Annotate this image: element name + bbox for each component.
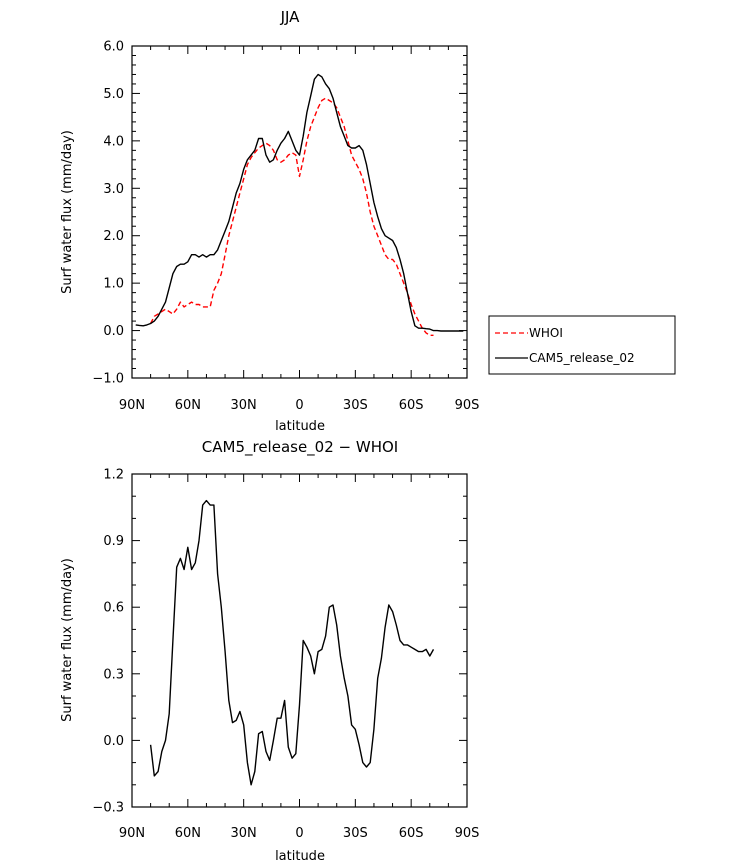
bottom-panel: CAM5_release_02 − WHOI 90N 60N 30N 0 30S 60S 9… (60, 438, 479, 864)
y-axis-title: Surf water flux (mm/day) (60, 558, 75, 722)
series-line-cam5-release-02 (135, 73, 464, 332)
y-tick-label: 1.2 (103, 468, 124, 483)
y-tick-label: 5.0 (103, 87, 124, 102)
y-axis-title: Surf water flux (mm/day) (60, 130, 75, 294)
x-tick-label: 90N (119, 826, 145, 841)
x-tick-label: 90N (119, 398, 145, 413)
x-tick-label: 90S (455, 826, 480, 841)
x-tick-label: 60N (175, 826, 201, 841)
y-tick-label: 2.0 (103, 229, 124, 244)
bottom-plot-frame (131, 473, 468, 808)
y-tick-label: 4.0 (103, 134, 124, 149)
top-plot-frame (131, 45, 468, 379)
bottom-plot-area (149, 499, 435, 786)
x-tick-label: 0 (295, 826, 303, 841)
y-tick-label: −0.3 (92, 801, 124, 816)
y-tick-label: 6.0 (103, 40, 124, 55)
chart-title: CAM5_release_02 − WHOI (202, 438, 398, 457)
x-tick-label: 60S (399, 826, 424, 841)
y-tick-label: 3.0 (103, 182, 124, 197)
top-plot-area (135, 73, 464, 336)
x-tick-label: 90S (455, 398, 480, 413)
legend-box (488, 315, 676, 375)
top-axis-ticks: 90N 60N 30N 0 30S 60S 90S −1.0 0.0 1.0 2.0 3.0 4.0 5.… (92, 40, 479, 414)
bottom-axis-ticks: 90N 60N 30N 0 30S 60S 90S −0.3 0.0 0.3 0.6 0.9 1.2 (92, 468, 479, 842)
y-tick-label: 0.3 (103, 667, 124, 682)
legend-label-cam5: CAM5_release_02 (529, 351, 635, 365)
x-axis-title: latitude (275, 419, 325, 434)
x-tick-label: 0 (295, 398, 303, 413)
x-tick-label: 30S (343, 398, 368, 413)
y-tick-label: 0.6 (103, 601, 124, 616)
series-line-difference (149, 499, 435, 786)
y-tick-label: 1.0 (103, 277, 124, 292)
x-tick-label: 30S (343, 826, 368, 841)
legend: WHOI CAM5_release_02 (488, 315, 676, 375)
legend-label-whoi: WHOI (529, 326, 563, 340)
x-tick-label: 60S (399, 398, 424, 413)
y-tick-label: 0.0 (103, 324, 124, 339)
top-panel: JJA 90N 60N 30N 0 30S 60S 90S −1.0 0.0 1.0 2.0 3.0 4… (60, 8, 479, 434)
y-tick-label: −1.0 (92, 372, 124, 387)
x-tick-label: 60N (175, 398, 201, 413)
series-line-whoi (149, 97, 434, 336)
x-tick-label: 30N (231, 826, 257, 841)
y-tick-label: 0.9 (103, 534, 124, 549)
y-tick-label: 0.0 (103, 734, 124, 749)
x-axis-title: latitude (275, 849, 325, 864)
x-tick-label: 30N (231, 398, 257, 413)
chart-title: JJA (280, 8, 301, 26)
